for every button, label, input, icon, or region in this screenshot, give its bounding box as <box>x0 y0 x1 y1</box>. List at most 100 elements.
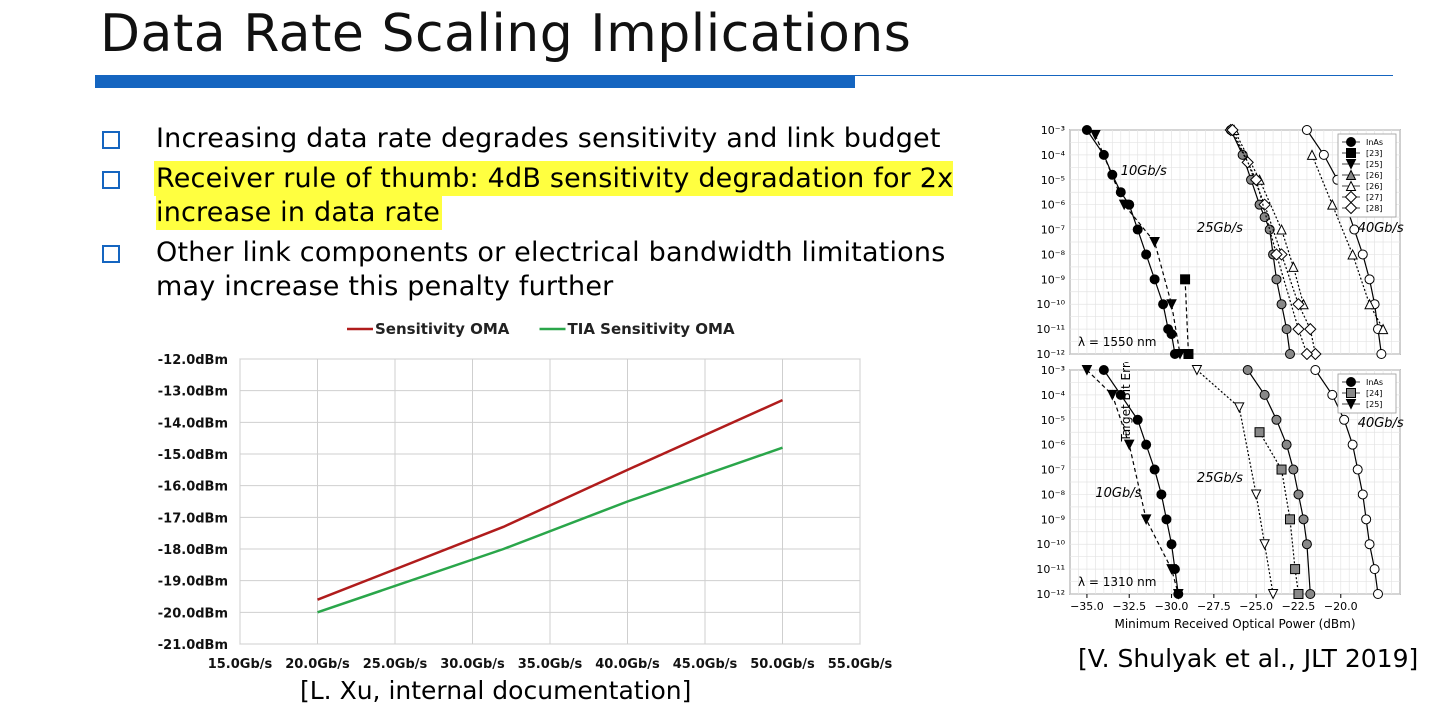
x-tick-label: −35.0 <box>1070 600 1104 613</box>
y-tick-label: 10⁻⁹ <box>1041 273 1065 286</box>
data-point <box>1123 439 1135 451</box>
y-tick-label: -16.0dBm <box>158 480 228 495</box>
legend-label: TIA Sensitivity OMA <box>568 320 735 338</box>
data-point <box>1347 248 1358 260</box>
left-chart-caption: [L. Xu, internal documentation] <box>300 676 692 705</box>
data-point <box>1270 248 1283 261</box>
data-point <box>1271 274 1282 285</box>
data-point <box>1132 414 1143 425</box>
data-point <box>1309 347 1322 360</box>
data-point <box>1090 129 1101 141</box>
data-point <box>1226 123 1239 137</box>
legend-label: Sensitivity OMA <box>375 320 510 338</box>
x-tick-label: −20.0 <box>1324 600 1358 613</box>
data-point <box>1292 322 1305 336</box>
x-tick-label: −30.0 <box>1155 600 1189 613</box>
y-tick-label: 10⁻⁵ <box>1041 174 1065 187</box>
data-point <box>1290 564 1301 575</box>
data-point <box>1141 439 1152 450</box>
data-point <box>1141 249 1152 260</box>
data-point <box>1352 464 1363 475</box>
data-point <box>1118 199 1130 211</box>
data-point <box>1305 589 1316 599</box>
data-point <box>1191 365 1203 376</box>
y-tick-label: 10⁻¹¹ <box>1036 323 1065 336</box>
legend-label: [27] <box>1366 193 1382 202</box>
x-tick-label: 30.0Gb/s <box>440 657 505 672</box>
data-point <box>1298 514 1309 525</box>
bullet-text: Other link components or electrical band… <box>156 237 946 302</box>
data-point <box>1174 349 1186 360</box>
data-point <box>1346 148 1356 158</box>
x-tick-label: −27.5 <box>1197 600 1231 613</box>
y-tick-label: 10⁻⁶ <box>1041 199 1066 212</box>
data-point <box>1349 224 1360 235</box>
data-point <box>1166 329 1177 340</box>
y-tick-label: -21.0dBm <box>158 638 228 653</box>
bullet-list: Increasing data rate degrades sensitivit… <box>100 122 1000 310</box>
legend-label: InAs <box>1366 378 1383 387</box>
data-point <box>1364 298 1375 310</box>
legend-label: [25] <box>1366 160 1382 169</box>
series-line <box>317 399 784 601</box>
wavelength-label: λ = 1310 nm <box>1078 575 1156 589</box>
legend-label: [25] <box>1366 400 1382 409</box>
data-point <box>1300 347 1314 360</box>
data-point <box>1106 389 1118 401</box>
data-point <box>1149 274 1160 285</box>
data-point <box>1285 349 1295 359</box>
bullet-item-highlighted: Receiver rule of thumb: 4dB sensitivity … <box>100 162 1000 230</box>
x-tick-label: −22.5 <box>1282 600 1316 613</box>
data-point <box>1364 539 1375 550</box>
series-line <box>1094 134 1181 355</box>
data-point <box>1180 274 1191 285</box>
y-tick-label: -15.0dBm <box>158 448 228 463</box>
slide-title: Data Rate Scaling Implications <box>100 4 912 64</box>
series-line <box>317 446 783 614</box>
data-point <box>1281 439 1292 450</box>
data-point <box>1166 564 1177 575</box>
data-point <box>1304 322 1317 336</box>
data-point <box>1339 414 1350 425</box>
x-tick-label: 15.0Gb/s <box>208 657 273 672</box>
y-tick-label: 10⁻⁴ <box>1041 389 1066 402</box>
data-point <box>1140 514 1152 525</box>
data-point <box>1288 464 1299 475</box>
data-point <box>1310 365 1321 375</box>
data-point <box>1098 365 1109 375</box>
y-tick-label: 10⁻³ <box>1041 124 1065 137</box>
data-point <box>1259 539 1270 550</box>
bullet-box-icon <box>102 171 120 189</box>
y-tick-label: -13.0dBm <box>158 385 228 400</box>
y-tick-label: 10⁻¹² <box>1036 348 1065 360</box>
data-point <box>1271 414 1282 425</box>
data-point <box>1254 427 1265 438</box>
data-point <box>1156 489 1167 500</box>
data-point <box>1327 389 1338 400</box>
data-point <box>1281 324 1292 335</box>
data-point <box>1250 489 1262 501</box>
y-tick-label: 10⁻⁶ <box>1041 439 1066 452</box>
legend-label: [28] <box>1366 204 1382 213</box>
data-point <box>1347 439 1358 450</box>
series-line <box>1311 154 1384 330</box>
data-point <box>1293 589 1304 599</box>
series-line <box>1184 279 1190 355</box>
data-point <box>1081 125 1092 135</box>
data-point <box>1161 514 1172 525</box>
legend-label: InAs <box>1366 138 1383 147</box>
y-tick-label: 10⁻³ <box>1041 364 1065 377</box>
legend-label: [26] <box>1366 171 1382 180</box>
data-point <box>1081 365 1093 376</box>
y-tick-label: -14.0dBm <box>158 416 228 431</box>
data-point <box>1249 173 1263 186</box>
bullet-text: Increasing data rate degrades sensitivit… <box>156 123 941 154</box>
data-point <box>1158 299 1169 310</box>
data-point <box>1326 199 1338 210</box>
data-point <box>1183 349 1194 359</box>
data-point <box>1346 388 1356 398</box>
data-point <box>1288 261 1299 272</box>
y-tick-label: 10⁻¹⁰ <box>1036 538 1065 551</box>
legend-label: [23] <box>1366 149 1382 158</box>
data-point <box>1276 223 1287 235</box>
